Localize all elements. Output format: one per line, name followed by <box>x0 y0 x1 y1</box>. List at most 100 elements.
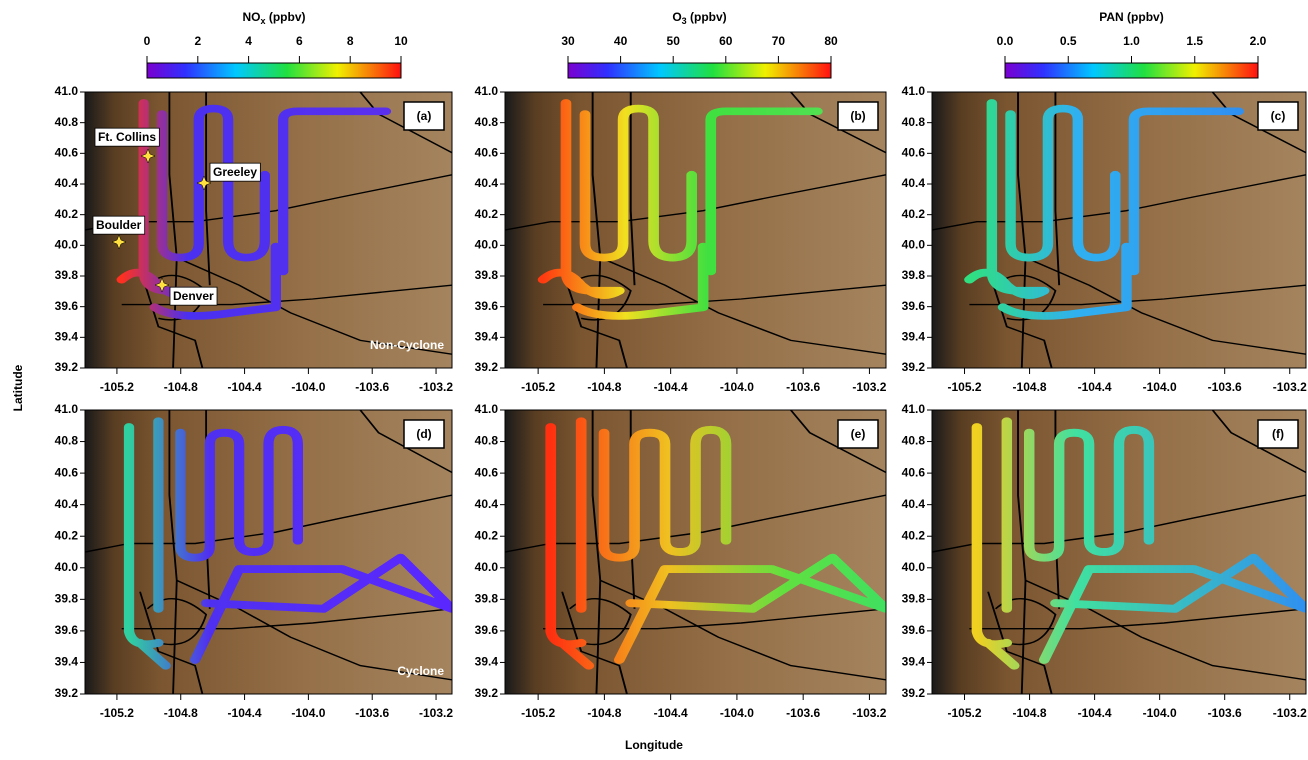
y-tick-label: 40.0 <box>55 560 79 574</box>
y-tick-label: 40.8 <box>902 434 926 448</box>
y-tick-label: 39.4 <box>475 330 499 344</box>
y-tick-label: 41.0 <box>475 84 499 98</box>
map-panel: -105.2-104.8-104.4-104.0-103.6-103.239.2… <box>55 402 454 720</box>
x-tick-label: -103.2 <box>419 706 453 720</box>
x-tick-label: -104.4 <box>228 380 262 394</box>
x-tick-label: -104.0 <box>291 706 325 720</box>
x-axis-title: Longitude <box>625 738 683 752</box>
y-tick-label: 40.4 <box>475 176 499 190</box>
y-tick-label: 41.0 <box>55 84 79 98</box>
city-label: Greeley <box>213 165 257 179</box>
map <box>85 410 452 694</box>
y-tick-label: 39.6 <box>902 299 926 313</box>
colorbar-tick-label: 2 <box>194 34 201 48</box>
colorbar-tick-label: 70 <box>772 34 786 48</box>
colorbar-tick-label: 4 <box>245 34 252 48</box>
y-tick-label: 39.8 <box>55 592 79 606</box>
colorbar-title: NOx (ppbv) <box>242 10 305 26</box>
x-tick-label: -105.2 <box>948 380 982 394</box>
y-tick-label: 40.0 <box>902 238 926 252</box>
x-tick-label: -103.2 <box>419 380 453 394</box>
x-tick-label: -105.2 <box>100 706 134 720</box>
regime-label: Non-Cyclone <box>370 338 444 352</box>
panel-label: (b) <box>850 109 865 123</box>
x-tick-label: -104.4 <box>1078 706 1112 720</box>
x-tick-label: -103.6 <box>1208 380 1242 394</box>
colorbar-tick-label: 2.0 <box>1250 34 1267 48</box>
y-tick-label: 40.0 <box>55 238 79 252</box>
y-tick-label: 39.4 <box>902 655 926 669</box>
colorbar-tick-label: 6 <box>296 34 303 48</box>
x-tick-label: -104.0 <box>720 380 754 394</box>
colorbar-title: PAN (ppbv) <box>1099 10 1163 24</box>
regime-label: Cyclone <box>397 664 444 678</box>
x-tick-label: -104.8 <box>1013 706 1047 720</box>
y-tick-label: 39.8 <box>475 592 499 606</box>
panel-label: (c) <box>1271 109 1286 123</box>
colorbar-tick-label: 50 <box>667 34 681 48</box>
y-tick-label: 40.0 <box>902 560 926 574</box>
y-tick-label: 40.4 <box>55 497 79 511</box>
panel-label: (e) <box>851 427 866 441</box>
x-tick-label: -103.6 <box>1208 706 1242 720</box>
y-tick-label: 39.8 <box>902 268 926 282</box>
y-tick-label: 40.6 <box>475 146 499 160</box>
y-tick-label: 39.4 <box>902 330 926 344</box>
y-tick-label: 39.6 <box>475 623 499 637</box>
y-tick-label: 40.2 <box>475 207 499 221</box>
city-label: Denver <box>173 289 214 303</box>
y-tick-label: 40.8 <box>902 115 926 129</box>
colorbar-tick-label: 30 <box>561 34 575 48</box>
y-tick-label: 40.4 <box>902 176 926 190</box>
y-tick-label: 40.2 <box>902 207 926 221</box>
city-label: Boulder <box>96 218 142 232</box>
panel-label: (d) <box>416 427 431 441</box>
x-tick-label: -104.4 <box>1078 380 1112 394</box>
x-tick-label: -103.2 <box>1273 706 1307 720</box>
x-tick-label: -103.6 <box>355 380 389 394</box>
x-tick-label: -104.8 <box>587 380 621 394</box>
y-axis-title: Latitude <box>11 364 25 411</box>
x-tick-label: -103.2 <box>1273 380 1307 394</box>
x-tick-label: -105.2 <box>521 706 555 720</box>
colorbar-tick-label: 1.5 <box>1186 34 1203 48</box>
x-tick-label: -103.6 <box>786 380 820 394</box>
x-tick-label: -104.4 <box>228 706 262 720</box>
map <box>932 92 1306 368</box>
y-tick-label: 39.2 <box>902 686 926 700</box>
city-label: Ft. Collins <box>98 130 156 144</box>
y-tick-label: 40.6 <box>55 465 79 479</box>
map <box>505 410 886 694</box>
x-tick-label: -104.0 <box>1143 380 1177 394</box>
y-tick-label: 39.2 <box>475 686 499 700</box>
y-tick-label: 41.0 <box>902 402 926 416</box>
y-tick-label: 39.8 <box>902 592 926 606</box>
y-tick-label: 40.6 <box>902 146 926 160</box>
x-tick-label: -104.4 <box>654 380 688 394</box>
x-tick-label: -104.8 <box>1013 380 1047 394</box>
y-tick-label: 39.2 <box>902 360 926 374</box>
map <box>932 410 1306 694</box>
x-tick-label: -103.2 <box>852 380 886 394</box>
y-tick-label: 39.6 <box>55 299 79 313</box>
y-tick-label: 40.8 <box>55 434 79 448</box>
x-tick-label: -104.0 <box>720 706 754 720</box>
colorbar-tick-label: 80 <box>824 34 838 48</box>
colorbar-title: O3 (ppbv) <box>672 10 726 26</box>
y-tick-label: 41.0 <box>475 402 499 416</box>
colorbar-tick-label: 0 <box>144 34 151 48</box>
colorbar-tick-label: 40 <box>614 34 628 48</box>
colorbar <box>1005 63 1258 78</box>
y-tick-label: 39.8 <box>475 268 499 282</box>
colorbar-tick-label: 0.0 <box>997 34 1014 48</box>
y-tick-label: 40.2 <box>475 528 499 542</box>
y-tick-label: 40.4 <box>475 497 499 511</box>
y-tick-label: 39.2 <box>475 360 499 374</box>
x-tick-label: -104.8 <box>164 380 198 394</box>
y-tick-label: 40.4 <box>902 497 926 511</box>
x-tick-label: -105.2 <box>521 380 555 394</box>
y-tick-label: 40.0 <box>475 560 499 574</box>
y-tick-label: 40.2 <box>55 207 79 221</box>
y-tick-label: 40.6 <box>475 465 499 479</box>
map-panel: -105.2 -104.8 -104.4 -104.0 -103.6 -103.2 39.2… <box>475 84 887 394</box>
